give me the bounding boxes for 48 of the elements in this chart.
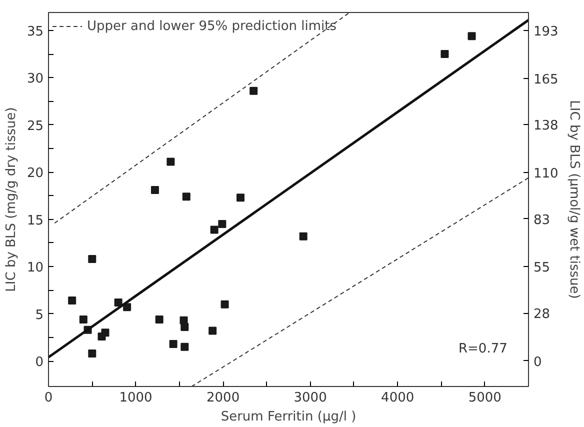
x-tick-label: 2000: [206, 390, 240, 406]
y2-tick-label: 165: [534, 72, 558, 88]
y2-tick-label: 0: [534, 354, 542, 370]
y-tick-label: 15: [26, 213, 44, 228]
annotation: R=0.77: [458, 342, 508, 356]
point: [250, 86, 258, 95]
point: [166, 158, 175, 166]
point: [155, 315, 164, 324]
point: [299, 232, 308, 240]
y2-tick-label: 28: [534, 307, 550, 322]
point: [236, 194, 244, 202]
y2-tick-label: 193: [534, 24, 558, 40]
point: [88, 349, 96, 358]
point: [180, 323, 189, 331]
legend-label: Upper and lower 95% prediction limits: [87, 18, 337, 34]
y-tick-label: 25: [26, 118, 44, 134]
point: [114, 298, 122, 306]
point: [182, 192, 190, 201]
point: [220, 300, 229, 308]
y2-axis-title: LIC by BLS (µmol/g wet tissue): [566, 100, 582, 299]
point: [440, 50, 449, 58]
y2-tick-label: 83: [534, 212, 550, 228]
x-tick-label: 4000: [381, 390, 414, 406]
point: [150, 186, 159, 194]
point: [208, 326, 217, 335]
y-tick-label: 30: [26, 72, 44, 87]
point: [79, 315, 88, 324]
y-tick-label: 5: [35, 308, 44, 323]
y-tick-label: 35: [26, 24, 44, 40]
y-axis-title: LIC by BLS (mg/g dry tissue): [4, 107, 19, 292]
y2-tick-label: 110: [534, 166, 558, 182]
point: [468, 32, 476, 40]
point: [98, 332, 106, 340]
y-tick-label: 20: [26, 166, 44, 182]
y-tick-label: 10: [26, 260, 44, 276]
x-tick-label: 1000: [119, 390, 152, 406]
point: [88, 255, 96, 263]
y-tick-label: 0: [35, 355, 44, 370]
y2-tick-label: 55: [534, 260, 550, 276]
point: [180, 342, 189, 351]
point: [169, 340, 178, 348]
x-tick-label: 5000: [468, 390, 502, 406]
x-axis-title: Serum Ferritin (µg/l ): [220, 410, 356, 424]
point: [218, 220, 226, 228]
y2-tick-label: 138: [534, 118, 558, 134]
x-tick-label: 3000: [294, 390, 327, 406]
point: [210, 226, 218, 234]
point: [68, 296, 76, 305]
